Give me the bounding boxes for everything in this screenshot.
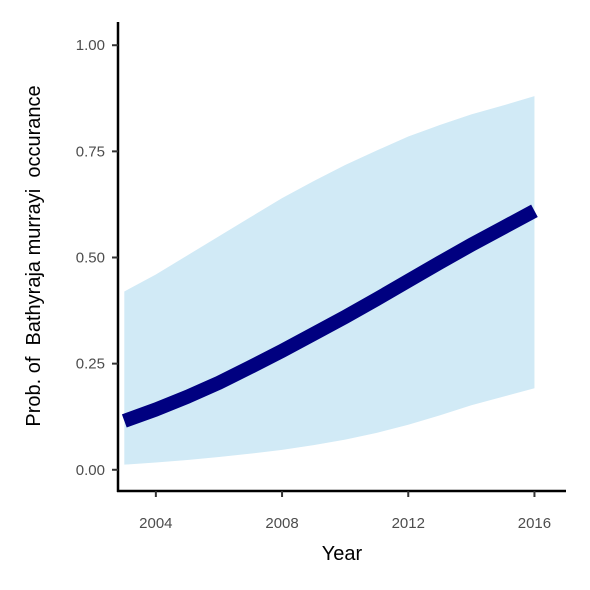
x-tick-label: 2016 [518, 515, 551, 532]
y-tick-label: 0.00 [76, 462, 105, 479]
y-tick-label: 0.25 [76, 356, 105, 373]
fitted-line [121, 204, 538, 428]
x-tick-label: 2004 [139, 515, 172, 532]
x-tick-label: 2012 [392, 515, 425, 532]
confidence-ribbon [124, 96, 535, 465]
x-tick-label: 2008 [265, 515, 298, 532]
y-tick-label: 0.75 [76, 143, 105, 160]
x-axis-title: Year [322, 543, 363, 565]
y-tick-label: 0.50 [76, 250, 105, 267]
y-axis-title: Prob. of Bathyraja murrayi occurance [23, 85, 45, 426]
y-tick-label: 1.00 [76, 37, 105, 54]
